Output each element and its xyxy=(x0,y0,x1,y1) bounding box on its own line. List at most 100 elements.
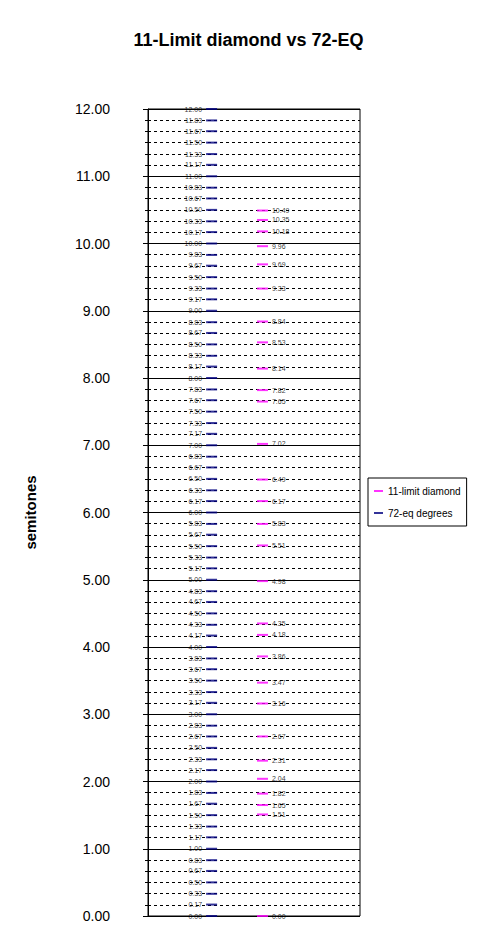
svg-text:3.67: 3.67 xyxy=(188,666,202,673)
svg-text:9.33: 9.33 xyxy=(272,285,286,292)
svg-text:5.00: 5.00 xyxy=(188,576,202,583)
svg-text:4.00: 4.00 xyxy=(188,644,202,651)
svg-text:10.35: 10.35 xyxy=(272,216,290,223)
svg-text:1.51: 1.51 xyxy=(272,811,286,818)
svg-text:12.00: 12.00 xyxy=(185,106,203,113)
svg-text:4.18: 4.18 xyxy=(272,631,286,638)
svg-text:4.83: 4.83 xyxy=(188,588,202,595)
svg-text:semitones: semitones xyxy=(22,475,39,549)
svg-text:8.84: 8.84 xyxy=(272,318,286,325)
svg-text:0.00: 0.00 xyxy=(272,913,286,920)
svg-text:10.00: 10.00 xyxy=(185,240,203,247)
svg-text:4.33: 4.33 xyxy=(188,621,202,628)
svg-text:0.17: 0.17 xyxy=(188,901,202,908)
svg-text:2.67: 2.67 xyxy=(272,733,286,740)
svg-text:9.33: 9.33 xyxy=(188,285,202,292)
svg-text:2.31: 2.31 xyxy=(272,757,286,764)
svg-text:2.50: 2.50 xyxy=(188,744,202,751)
svg-text:5.17: 5.17 xyxy=(188,565,202,572)
svg-text:0.67: 0.67 xyxy=(188,867,202,874)
svg-text:6.00: 6.00 xyxy=(83,505,110,521)
svg-text:7.17: 7.17 xyxy=(188,430,202,437)
svg-text:2.00: 2.00 xyxy=(83,774,110,790)
svg-text:4.50: 4.50 xyxy=(188,610,202,617)
svg-text:1.33: 1.33 xyxy=(188,823,202,830)
svg-text:10.18: 10.18 xyxy=(272,228,290,235)
svg-text:6.00: 6.00 xyxy=(188,509,202,516)
svg-text:11.17: 11.17 xyxy=(185,161,202,168)
svg-text:10.17: 10.17 xyxy=(185,229,203,236)
svg-text:11-limit diamond: 11-limit diamond xyxy=(388,486,461,497)
svg-text:7.02: 7.02 xyxy=(272,440,286,447)
svg-text:0.00: 0.00 xyxy=(188,913,202,920)
svg-text:11.50: 11.50 xyxy=(185,139,202,146)
svg-text:11.83: 11.83 xyxy=(185,117,202,124)
svg-text:4.98: 4.98 xyxy=(272,578,286,585)
svg-text:12.00: 12.00 xyxy=(75,101,110,117)
svg-text:9.00: 9.00 xyxy=(188,307,202,314)
svg-text:10.83: 10.83 xyxy=(185,184,203,191)
svg-text:7.00: 7.00 xyxy=(188,442,202,449)
svg-text:7.50: 7.50 xyxy=(188,408,202,415)
svg-text:3.50: 3.50 xyxy=(188,677,202,684)
svg-text:4.35: 4.35 xyxy=(272,620,286,627)
svg-text:1.50: 1.50 xyxy=(188,812,202,819)
svg-text:11.33: 11.33 xyxy=(185,151,202,158)
svg-text:1.00: 1.00 xyxy=(188,845,202,852)
svg-text:5.67: 5.67 xyxy=(188,531,202,538)
svg-text:11.00: 11.00 xyxy=(76,168,110,184)
svg-text:1.17: 1.17 xyxy=(188,834,202,841)
svg-text:6.33: 6.33 xyxy=(188,487,202,494)
svg-text:10.49: 10.49 xyxy=(272,207,290,214)
svg-text:72-eq degrees: 72-eq degrees xyxy=(388,508,453,519)
svg-text:8.83: 8.83 xyxy=(188,319,202,326)
svg-text:4.67: 4.67 xyxy=(188,598,202,605)
svg-text:6.50: 6.50 xyxy=(188,475,202,482)
svg-text:8.00: 8.00 xyxy=(83,370,110,386)
svg-text:2.67: 2.67 xyxy=(188,733,202,740)
svg-text:2.17: 2.17 xyxy=(188,767,202,774)
svg-text:5.50: 5.50 xyxy=(188,543,202,550)
svg-text:2.33: 2.33 xyxy=(188,756,202,763)
svg-text:9.69: 9.69 xyxy=(272,261,286,268)
svg-text:4.00: 4.00 xyxy=(83,639,110,655)
svg-text:10.67: 10.67 xyxy=(185,195,203,202)
svg-text:8.33: 8.33 xyxy=(188,352,202,359)
svg-text:3.86: 3.86 xyxy=(272,653,286,660)
svg-text:0.50: 0.50 xyxy=(188,879,202,886)
svg-text:0.33: 0.33 xyxy=(188,890,202,897)
svg-text:6.49: 6.49 xyxy=(272,476,286,483)
svg-text:7.82: 7.82 xyxy=(272,387,286,394)
svg-text:2.04: 2.04 xyxy=(272,775,286,782)
svg-text:3.33: 3.33 xyxy=(188,689,202,696)
svg-text:5.83: 5.83 xyxy=(188,520,202,527)
svg-text:11.00: 11.00 xyxy=(185,173,202,180)
svg-text:9.00: 9.00 xyxy=(83,303,110,319)
svg-text:1.00: 1.00 xyxy=(83,841,110,857)
svg-text:8.67: 8.67 xyxy=(188,329,202,336)
svg-text:8.50: 8.50 xyxy=(188,341,202,348)
svg-text:10.33: 10.33 xyxy=(185,218,203,225)
svg-text:5.00: 5.00 xyxy=(83,572,110,588)
svg-text:5.51: 5.51 xyxy=(272,542,286,549)
svg-text:1.65: 1.65 xyxy=(272,802,286,809)
svg-text:8.14: 8.14 xyxy=(272,365,286,372)
svg-text:8.00: 8.00 xyxy=(188,375,202,382)
svg-text:3.17: 3.17 xyxy=(188,699,202,706)
svg-text:3.83: 3.83 xyxy=(188,655,202,662)
svg-text:6.17: 6.17 xyxy=(188,498,202,505)
svg-text:9.96: 9.96 xyxy=(272,243,286,250)
svg-text:2.00: 2.00 xyxy=(188,778,202,785)
svg-text:7.83: 7.83 xyxy=(188,386,202,393)
svg-text:3.00: 3.00 xyxy=(83,706,110,722)
svg-text:9.83: 9.83 xyxy=(188,251,202,258)
svg-text:7.00: 7.00 xyxy=(83,437,110,453)
svg-text:7.67: 7.67 xyxy=(188,397,202,404)
svg-text:6.67: 6.67 xyxy=(188,464,202,471)
svg-text:3.47: 3.47 xyxy=(272,679,286,686)
svg-text:2.83: 2.83 xyxy=(188,722,202,729)
svg-text:11.67: 11.67 xyxy=(185,128,202,135)
svg-text:1.83: 1.83 xyxy=(188,789,202,796)
svg-text:7.65: 7.65 xyxy=(272,398,286,405)
svg-text:7.33: 7.33 xyxy=(188,420,202,427)
